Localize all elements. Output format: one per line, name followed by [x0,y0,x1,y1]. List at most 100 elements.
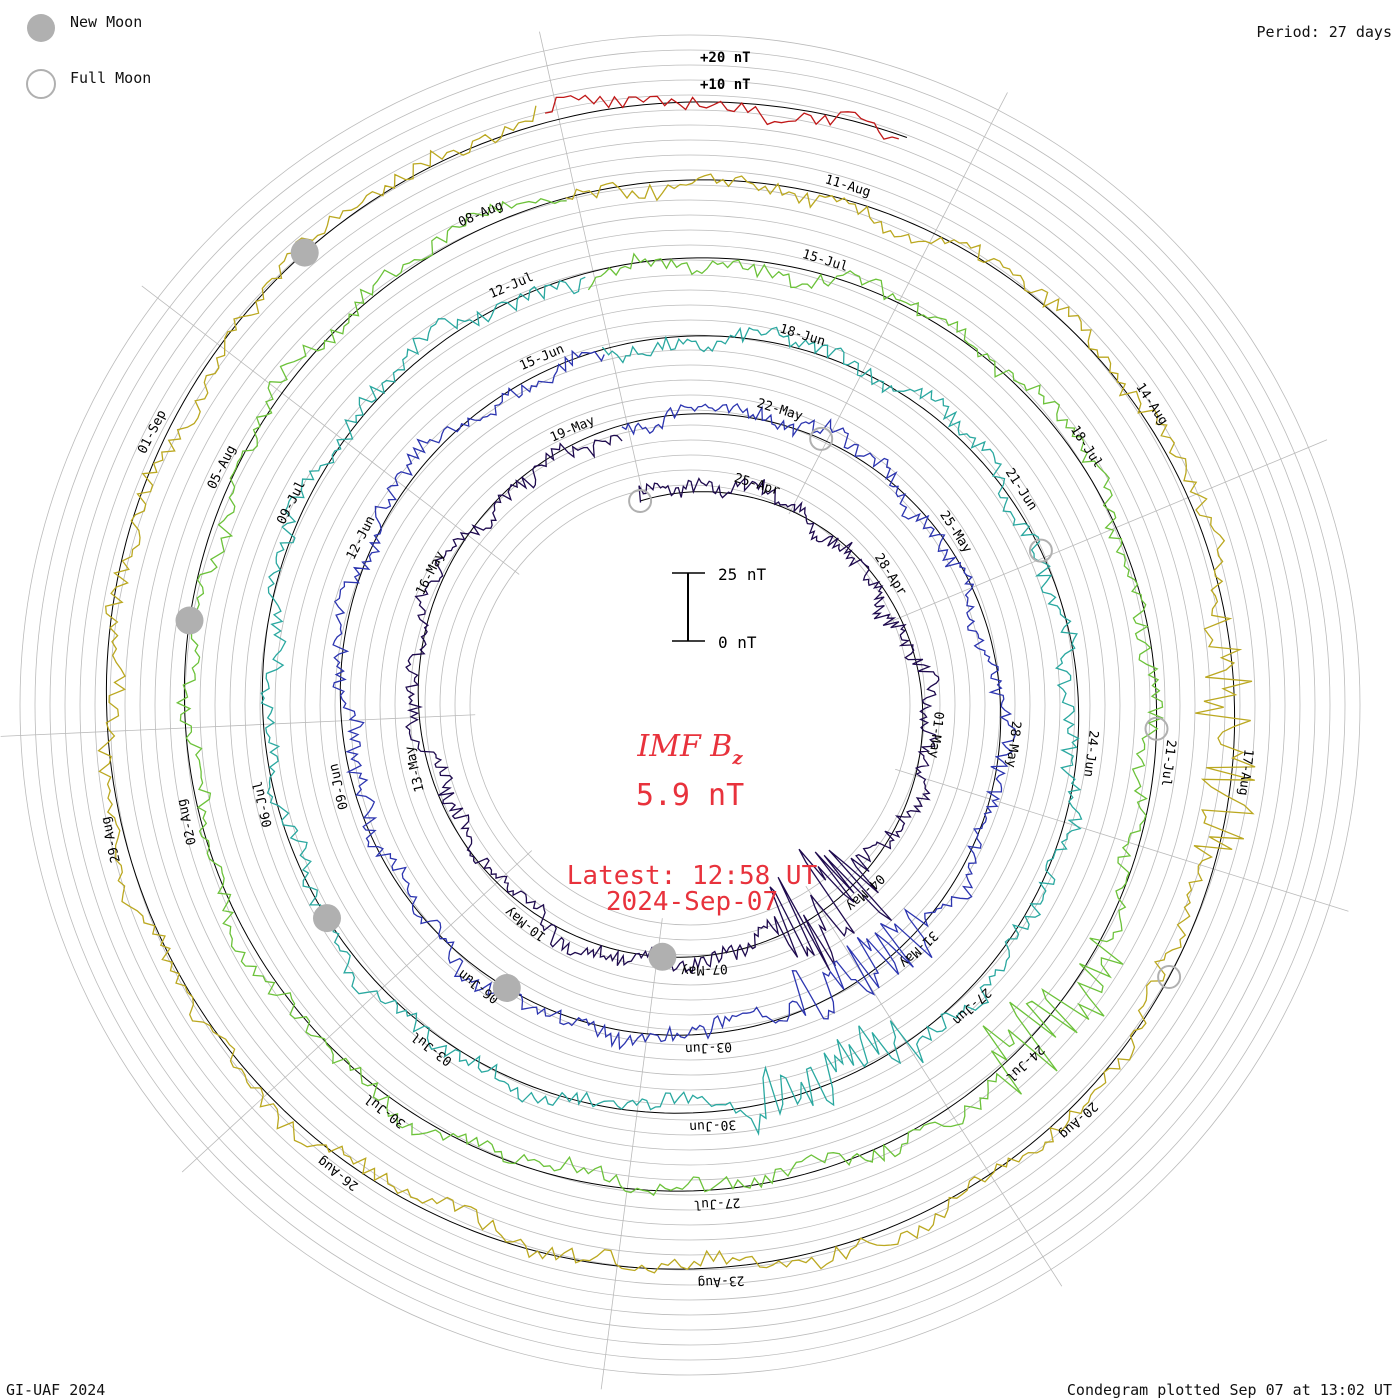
grid-ring [169,184,1211,1226]
full-moon-marker [628,489,653,513]
grid-ring [304,319,1076,1091]
series-line-2 [332,349,1017,1051]
date-label: 26-Aug [315,1153,362,1193]
date-label: 17-Aug [1235,748,1256,796]
grid-ring [394,409,986,1001]
date-label: 27-Jul [693,1194,741,1212]
date-label: 03-Jul [409,1028,456,1068]
scale-label-10: +10 nT [700,77,751,93]
grid-ring [259,274,1121,1136]
chart-title-main: IMF B [636,729,732,764]
full-moon-marker [1144,716,1169,741]
new-moon-marker [648,942,677,971]
scale-bar-top-label: 25 nT [718,565,767,584]
date-label: 09-Jun [327,762,352,811]
latest-time: Latest: 12:58 UT [567,861,818,891]
grid-ring [214,229,1166,1181]
grid-layer [19,34,1361,1376]
date-label: 18-Jul [1067,423,1105,471]
zero-level-spiral [105,101,1236,1270]
date-label: 14-Aug [1132,381,1170,429]
series-line-1 [405,434,940,974]
date-label: 05-Aug [205,443,240,492]
credit-label: GI-UAF 2024 [6,1381,106,1399]
grid-ring [94,109,1286,1301]
date-label: 08-Aug [456,198,505,230]
grid-ring [469,484,911,926]
grid-ring [34,49,1346,1361]
spoke-layer [0,31,1349,1390]
date-label: 12-Jun [344,514,379,563]
date-label: 06-Jul [251,780,276,829]
plotted-timestamp: Condegram plotted Sep 07 at 13:02 UT [1066,1381,1392,1399]
grid-ring [139,154,1241,1256]
grid-spoke [805,885,1063,1287]
date-label: 28-May [1003,720,1024,769]
grid-ring [199,214,1181,1196]
new-moon-legend-icon [27,14,55,42]
date-label: 07-May [680,961,728,979]
full-moon-marker [1157,965,1182,989]
current-value: 5.9 nT [636,778,744,813]
series-line-6 [544,94,899,140]
chart-title-subscript: z [731,748,743,769]
new-moon-marker [492,974,521,1002]
scale-bar-bottom-label: 0 nT [718,633,757,652]
series-line-4 [175,197,1165,1197]
grid-ring [154,169,1226,1241]
grid-ring [109,124,1271,1286]
grid-ring [64,79,1316,1331]
grid-ring [364,379,1016,1031]
grid-ring [274,289,1106,1121]
grid-ring [244,259,1136,1151]
grid-spoke [895,768,1349,912]
date-label: 29-Aug [99,815,124,864]
date-label: 25-May [936,508,974,556]
new-moon-marker [313,904,341,933]
date-label: 31-May [896,928,941,971]
date-label: 21-Jul [1158,739,1179,787]
full-moon-legend-icon [26,69,56,99]
date-label: 27-Jun [949,985,994,1028]
grid-ring [124,139,1256,1271]
date-label: 03-Jun [685,1039,733,1057]
grid-ring [319,334,1061,1076]
grid-ring [334,349,1046,1061]
series-line-3 [260,276,1083,1136]
grid-ring [19,34,1361,1376]
grid-ring [289,304,1091,1106]
moon-layer [175,238,1182,1002]
grid-ring [349,364,1031,1046]
date-label: 24-Jul [1003,1041,1048,1084]
date-label: 01-May [925,711,946,760]
grid-ring [439,454,941,956]
full-moon-marker [1028,538,1053,563]
date-label: 23-Aug [697,1272,745,1290]
date-label: 24-Jun [1080,729,1101,777]
grid-ring [454,469,926,941]
grid-spoke [539,31,644,496]
grid-ring [49,64,1331,1346]
grid-spoke [0,714,476,737]
full-moon-legend-label: Full Moon [70,69,152,87]
new-moon-marker [290,238,319,267]
grid-ring [379,394,1001,1016]
scale-bar: 25 nT 0 nT [672,565,767,652]
grid-spoke [141,285,520,575]
grid-spoke [181,850,533,1173]
grid-spoke [888,439,1328,623]
period-label: Period: 27 days [1256,23,1392,41]
grid-ring [409,424,971,986]
date-label: 15-Jun [517,342,566,374]
latest-date: 2024-Sep-07 [606,887,778,917]
date-label: 30-Jul [362,1091,409,1131]
full-moon-marker [809,426,834,451]
chart-title: IMF Bz [636,729,743,769]
date-label: 30-Jun [689,1116,737,1134]
grid-ring [79,94,1301,1316]
data-layer [97,94,1256,1274]
series-line-5 [97,105,1256,1274]
scale-label-20: +20 nT [700,50,751,66]
date-label: 02-Aug [175,797,200,846]
